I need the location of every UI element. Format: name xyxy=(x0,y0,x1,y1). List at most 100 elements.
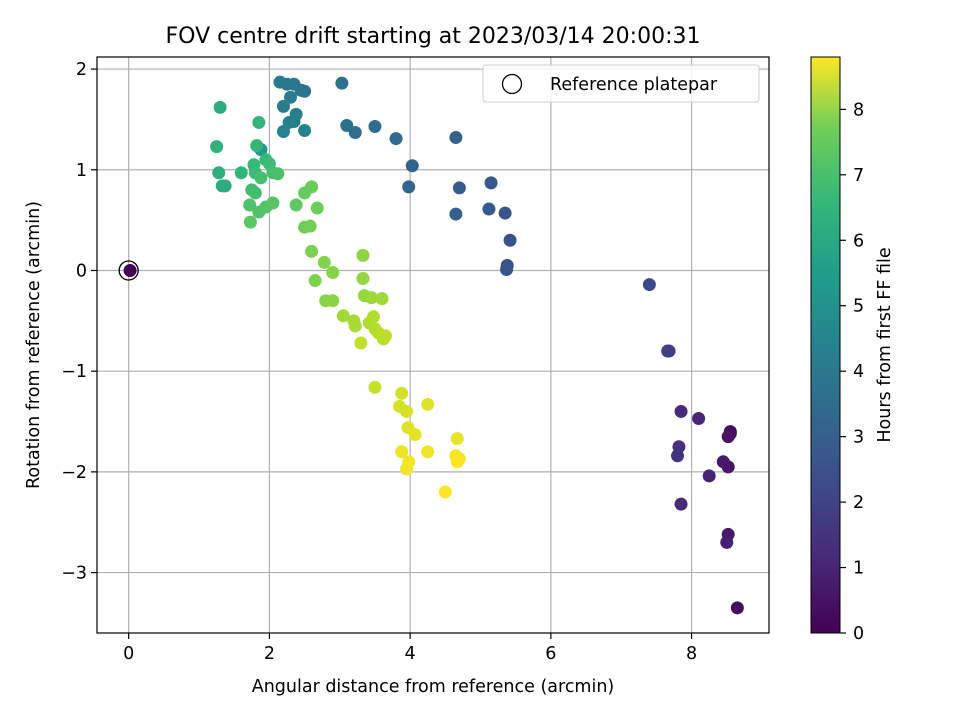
x-tick-label: 8 xyxy=(686,644,697,664)
data-point xyxy=(702,469,716,483)
data-point xyxy=(248,186,262,200)
data-point xyxy=(503,233,517,247)
data-point xyxy=(408,428,422,442)
data-point xyxy=(308,274,322,288)
data-point xyxy=(450,455,464,469)
data-point xyxy=(482,202,496,216)
data-point xyxy=(303,219,317,233)
y-tick-label: 2 xyxy=(76,60,87,80)
y-tick-label: 0 xyxy=(76,261,87,281)
colorbar-tick-label: 4 xyxy=(853,362,864,382)
colorbar-tick-label: 3 xyxy=(853,428,864,448)
data-point xyxy=(266,196,280,210)
data-point xyxy=(254,171,268,185)
data-point xyxy=(340,118,354,132)
chart-title: FOV centre drift starting at 2023/03/14 … xyxy=(166,24,701,49)
colorbar-tick-label: 5 xyxy=(853,297,864,317)
y-tick-label: −3 xyxy=(61,564,87,584)
data-point xyxy=(500,262,514,276)
data-point xyxy=(692,412,706,426)
data-point xyxy=(252,115,266,129)
x-axis-label: Angular distance from reference (arcmin) xyxy=(252,677,615,697)
data-point xyxy=(449,207,463,221)
data-point xyxy=(210,140,224,154)
data-point xyxy=(356,272,370,286)
data-point xyxy=(368,119,382,133)
data-point xyxy=(389,132,403,146)
colorbar-ticks: 0 1 2 3 4 5 6 7 8 xyxy=(840,100,864,644)
data-points xyxy=(123,75,744,615)
data-point xyxy=(215,179,229,193)
data-point xyxy=(400,462,414,476)
data-point xyxy=(356,248,370,262)
y-tick-label: −1 xyxy=(61,362,87,382)
data-point xyxy=(450,432,464,446)
data-point xyxy=(212,166,226,180)
colorbar-gradient xyxy=(810,56,841,634)
data-point xyxy=(317,255,331,269)
data-point xyxy=(271,167,285,181)
data-point xyxy=(449,131,463,145)
data-point xyxy=(438,485,452,499)
data-point xyxy=(716,455,730,469)
data-point xyxy=(284,90,298,104)
data-point xyxy=(243,215,257,229)
data-point xyxy=(379,329,393,343)
data-point xyxy=(730,601,744,615)
data-point xyxy=(326,294,340,308)
data-point xyxy=(348,319,362,333)
plot-frame xyxy=(96,56,770,634)
data-point xyxy=(402,180,416,194)
x-tick-label: 4 xyxy=(405,644,416,664)
colorbar-tick-label: 8 xyxy=(853,100,864,120)
data-point xyxy=(123,263,137,277)
data-point xyxy=(213,100,227,114)
colorbar: 0 1 2 3 4 5 6 7 8 Hours from first FF file xyxy=(810,56,895,644)
legend-entry-label: Reference platepar xyxy=(550,75,718,95)
data-point xyxy=(336,309,350,323)
reference-platepar-marker xyxy=(118,260,139,281)
axis-ticks: 0 2 4 6 8 −3 −2 −1 0 1 2 xyxy=(61,60,697,664)
colorbar-tick-label: 7 xyxy=(853,166,864,186)
data-point xyxy=(368,380,382,394)
colorbar-label: Hours from first FF file xyxy=(875,247,895,442)
data-point xyxy=(273,75,287,89)
data-point xyxy=(498,206,512,220)
data-point xyxy=(354,336,368,350)
x-tick-label: 6 xyxy=(545,644,556,664)
data-point xyxy=(305,180,319,194)
data-point xyxy=(326,265,340,279)
x-tick-label: 2 xyxy=(264,644,275,664)
data-point xyxy=(367,310,381,324)
legend-box xyxy=(482,64,760,103)
data-point xyxy=(243,198,257,212)
data-point xyxy=(298,124,312,138)
colorbar-tick-label: 6 xyxy=(853,231,864,251)
y-tick-label: −2 xyxy=(61,463,87,483)
data-point xyxy=(305,244,319,258)
y-axis-label: Rotation from reference (arcmin) xyxy=(24,201,44,489)
x-tick-label: 0 xyxy=(123,644,134,664)
data-point xyxy=(400,404,414,418)
colorbar-tick-label: 1 xyxy=(853,559,864,579)
data-point xyxy=(276,99,290,113)
data-point xyxy=(289,198,303,212)
data-point xyxy=(234,166,248,180)
data-point xyxy=(720,535,734,549)
data-point xyxy=(421,397,435,411)
data-point xyxy=(276,125,290,139)
data-point xyxy=(335,76,349,90)
data-point xyxy=(375,292,389,306)
data-point xyxy=(250,139,264,153)
data-point xyxy=(452,181,466,195)
grid xyxy=(97,57,769,633)
data-point xyxy=(674,404,688,418)
data-point xyxy=(421,445,435,459)
data-point xyxy=(395,386,409,400)
legend: Reference platepar xyxy=(482,64,760,103)
data-point xyxy=(674,497,688,511)
legend-reference-marker xyxy=(501,73,523,95)
y-tick-label: 1 xyxy=(76,161,87,181)
